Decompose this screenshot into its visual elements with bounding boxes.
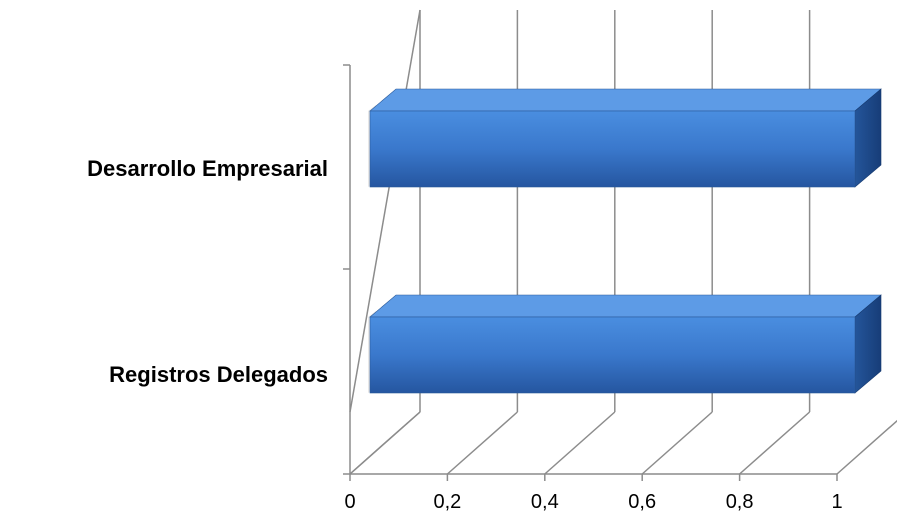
x-tick-label: 0,8 (726, 491, 754, 513)
floor-gridline-4 (739, 411, 811, 475)
left-depth-top (349, 9, 421, 413)
label-layer: 0 0,2 0,4 0,6 0,8 1 Desarrollo Empresarial Regi… (87, 156, 842, 513)
bar-0 (368, 88, 882, 188)
bar-top-face (369, 294, 882, 318)
category-label: Desarrollo Empresarial (87, 156, 328, 181)
bar-front-face (369, 110, 856, 188)
x-tick-label: 1 (831, 491, 842, 513)
floor-gridline-0 (349, 411, 421, 475)
bar-1 (368, 294, 882, 394)
bar-front-face (369, 316, 856, 394)
floor-gridline-1 (446, 411, 518, 475)
floor-gridline-5 (836, 419, 897, 475)
x-tick-label: 0,2 (433, 491, 461, 513)
floor-gridline-3 (641, 411, 713, 475)
bar-top-face (369, 88, 882, 112)
x-tick-label: 0,6 (628, 491, 656, 513)
bar-layer (368, 88, 882, 394)
x-tick-label: 0,4 (531, 491, 559, 513)
grid-layer (343, 9, 897, 481)
floor-gridline-2 (544, 411, 616, 475)
category-label: Registros Delegados (109, 362, 328, 387)
x-tick-label: 0 (344, 491, 355, 513)
